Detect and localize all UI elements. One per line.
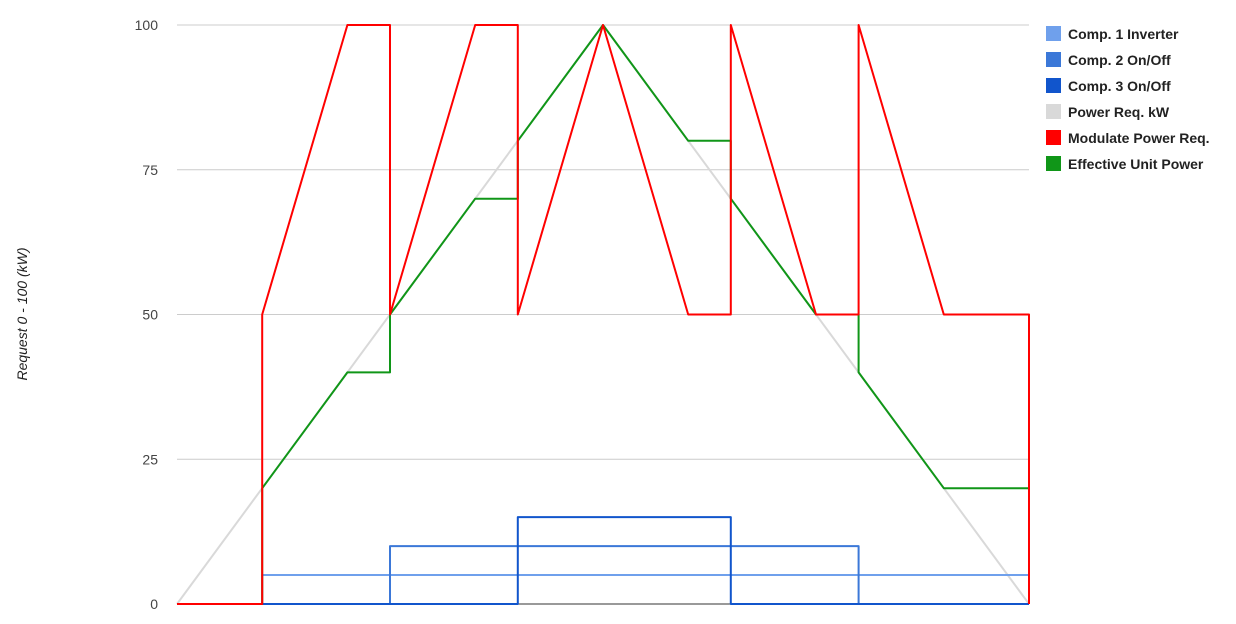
legend-swatch bbox=[1046, 130, 1061, 145]
legend-label: Comp. 1 Inverter bbox=[1068, 26, 1179, 42]
legend-item[interactable]: Comp. 1 Inverter bbox=[1046, 26, 1179, 42]
legend[interactable]: Comp. 1 Inverter Comp. 2 On/Off Comp. 3 On… bbox=[1046, 26, 1210, 172]
legend-swatch bbox=[1046, 52, 1061, 67]
legend-item[interactable]: Effective Unit Power bbox=[1046, 156, 1204, 172]
legend-label: Effective Unit Power bbox=[1068, 156, 1204, 172]
legend-label: Comp. 3 On/Off bbox=[1068, 78, 1171, 94]
y-tick-label: 0 bbox=[150, 596, 158, 612]
legend-item[interactable]: Power Req. kW bbox=[1046, 104, 1170, 120]
legend-item[interactable]: Comp. 2 On/Off bbox=[1046, 52, 1171, 68]
legend-swatch bbox=[1046, 78, 1061, 93]
legend-label: Power Req. kW bbox=[1068, 104, 1170, 120]
legend-swatch bbox=[1046, 26, 1061, 41]
legend-item[interactable]: Modulate Power Req. bbox=[1046, 130, 1210, 146]
legend-label: Comp. 2 On/Off bbox=[1068, 52, 1171, 68]
y-axis-ticks: 0 25 50 75 100 bbox=[135, 17, 159, 612]
legend-swatch bbox=[1046, 104, 1061, 119]
series-lines bbox=[176, 24, 1030, 605]
legend-label: Modulate Power Req. bbox=[1068, 130, 1210, 146]
y-tick-label: 100 bbox=[135, 17, 159, 33]
y-axis-label: Request 0 - 100 (kW) bbox=[14, 247, 30, 380]
legend-item[interactable]: Comp. 3 On/Off bbox=[1046, 78, 1171, 94]
series-line-modulate-power-req bbox=[177, 24, 1030, 605]
y-tick-label: 75 bbox=[142, 162, 158, 178]
y-tick-label: 50 bbox=[142, 307, 158, 323]
series-line-comp-3-on-off bbox=[177, 516, 1029, 605]
legend-swatch bbox=[1046, 156, 1061, 171]
y-tick-label: 25 bbox=[142, 451, 158, 467]
series-line-comp-1-inverter bbox=[177, 574, 1029, 605]
